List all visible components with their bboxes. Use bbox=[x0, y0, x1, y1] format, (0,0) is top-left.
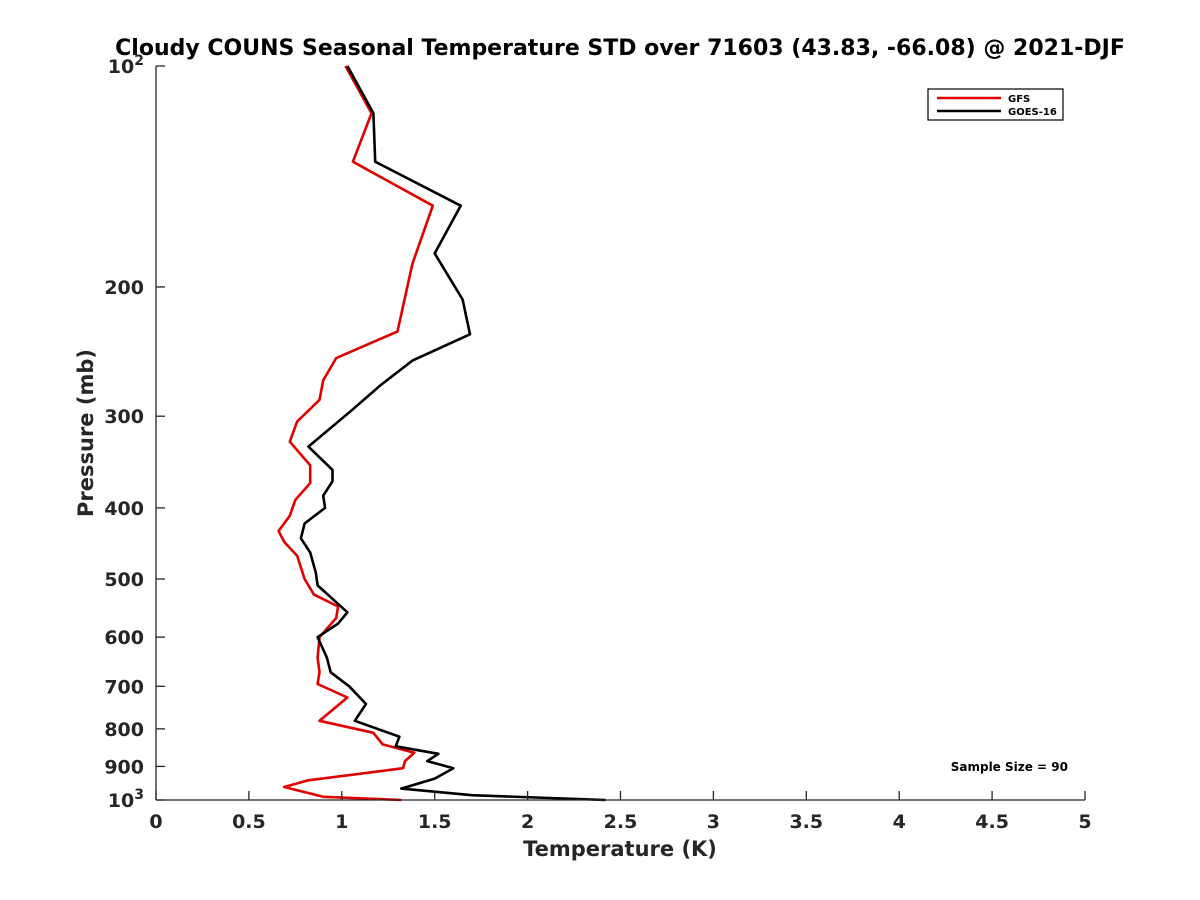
series-line-goes-16 bbox=[299, 65, 606, 802]
x-axis-label: Temperature (K) bbox=[523, 837, 717, 861]
y-tick-label: 400 bbox=[104, 498, 144, 520]
legend: GFS GOES-16 bbox=[927, 88, 1064, 121]
y-tick-base: 10 bbox=[108, 56, 134, 78]
y-tick-label: 800 bbox=[104, 719, 144, 741]
x-tick-label: 3 bbox=[707, 811, 720, 833]
y-tick-label: 200 bbox=[104, 277, 144, 299]
legend-label: GOES-16 bbox=[1008, 107, 1057, 118]
y-tick-label: 700 bbox=[104, 676, 144, 698]
y-tick-label: 103 bbox=[108, 787, 144, 812]
legend-label: GFS bbox=[1008, 94, 1030, 105]
x-tick-label: 0.5 bbox=[232, 811, 266, 833]
x-tick-label: 5 bbox=[1078, 811, 1091, 833]
x-tick-label: 2 bbox=[521, 811, 534, 833]
x-tick-label: 4.5 bbox=[975, 811, 1009, 833]
y-tick-exponent: 2 bbox=[134, 53, 144, 69]
series-line-gfs bbox=[277, 65, 435, 802]
y-tick-base: 10 bbox=[108, 790, 134, 812]
axes-layer: 0 0.5 1 1.5 2 2.5 3 3.5 4 4.5 51022003004005006007… bbox=[104, 53, 1091, 833]
sample-size-annotation: Sample Size = 90 bbox=[951, 760, 1068, 774]
y-tick-exponent: 3 bbox=[134, 787, 144, 803]
y-tick-label: 500 bbox=[104, 569, 144, 591]
y-tick-label: 300 bbox=[104, 406, 144, 428]
x-tick-label: 0 bbox=[149, 811, 162, 833]
y-tick-label: 600 bbox=[104, 627, 144, 649]
legend-box bbox=[927, 88, 1064, 121]
series-layer bbox=[277, 65, 606, 802]
chart-title: Cloudy COUNS Seasonal Temperature STD ov… bbox=[115, 36, 1125, 61]
x-tick-label: 1 bbox=[335, 811, 348, 833]
y-tick-label: 900 bbox=[104, 756, 144, 778]
y-tick-label: 102 bbox=[108, 53, 144, 78]
x-tick-label: 4 bbox=[893, 811, 906, 833]
y-axis-label: Pressure (mb) bbox=[74, 349, 98, 517]
x-tick-label: 1.5 bbox=[418, 811, 452, 833]
x-tick-label: 3.5 bbox=[789, 811, 823, 833]
x-tick-label: 2.5 bbox=[604, 811, 638, 833]
